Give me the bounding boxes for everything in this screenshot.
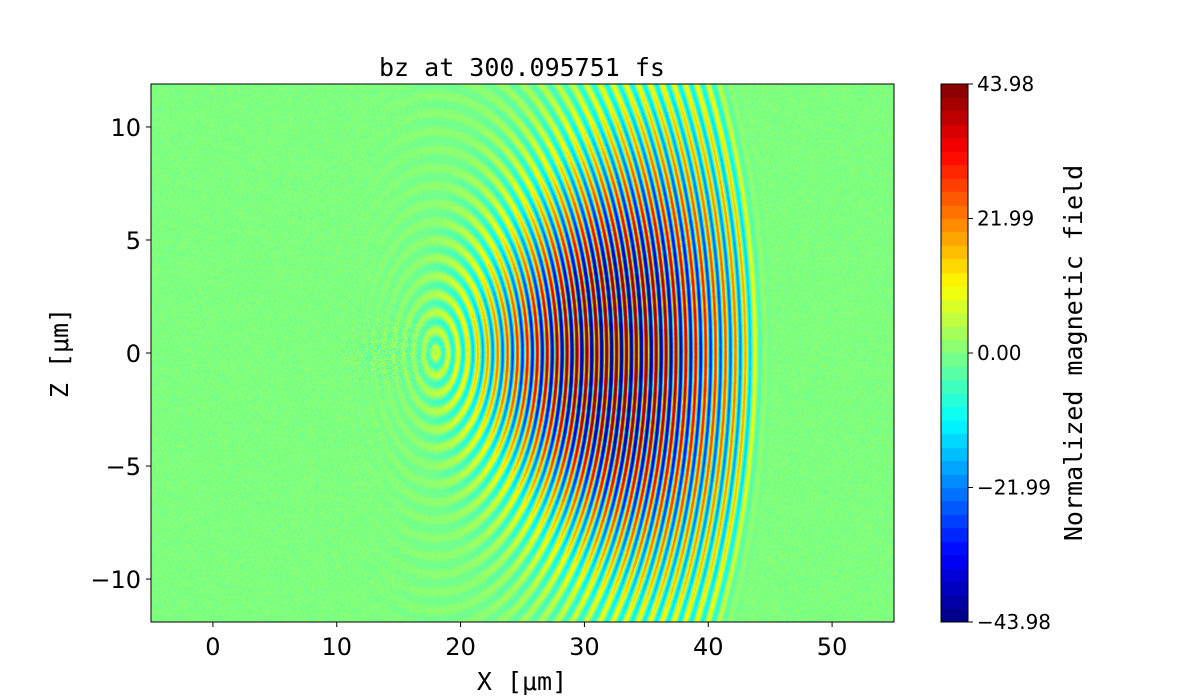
colorbar-tick-label: −43.98 xyxy=(977,610,1051,634)
x-tick-label: 20 xyxy=(445,633,476,661)
colorbar-tick-label: 43.98 xyxy=(977,72,1034,96)
y-tick-label: 10 xyxy=(110,114,141,142)
y-tick-label: 5 xyxy=(126,227,141,255)
x-axis-label: X [μm] xyxy=(477,667,567,696)
x-tick-label: 50 xyxy=(817,633,848,661)
y-tick-label: 0 xyxy=(126,340,141,368)
x-tick-label: 30 xyxy=(569,633,600,661)
heatmap-image xyxy=(151,84,894,622)
colorbar-tick-label: 21.99 xyxy=(977,207,1034,231)
colorbar-label: Normalized magnetic field xyxy=(1059,165,1088,541)
y-tick-label: −10 xyxy=(90,566,141,594)
y-axis-label: Z [μm] xyxy=(45,308,74,398)
x-tick-label: 40 xyxy=(693,633,724,661)
x-tick-label: 0 xyxy=(205,633,220,661)
y-tick-label: −5 xyxy=(106,453,141,481)
chart-title: bz at 300.095751 fs xyxy=(379,53,665,82)
colorbar-image xyxy=(941,84,968,622)
colorbar-tick-label: 0.00 xyxy=(977,341,1022,365)
plot-frame xyxy=(150,83,895,623)
colorbar-frame xyxy=(940,83,969,623)
x-tick-label: 10 xyxy=(321,633,352,661)
colorbar-tick-label: −21.99 xyxy=(977,476,1051,500)
